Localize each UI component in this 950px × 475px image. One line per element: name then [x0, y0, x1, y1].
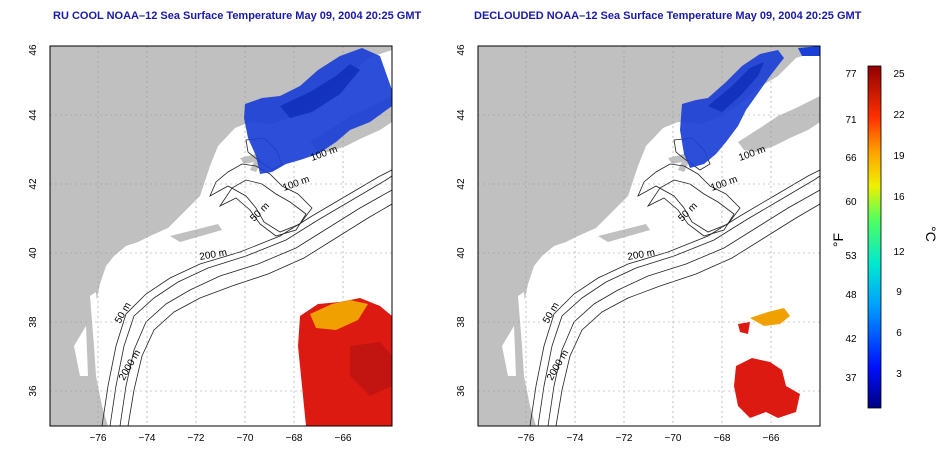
right-cold-water-region	[680, 50, 784, 168]
colorbar-c-tick: 16	[893, 192, 905, 203]
lat-tick: 38	[456, 316, 467, 328]
colorbar-f-tick: 60	[845, 197, 857, 208]
colorbar-c-tick: 25	[893, 69, 905, 80]
colorbar-f-tick: 66	[845, 153, 857, 164]
lat-tick: 40	[456, 247, 467, 259]
colorbar-c-tick: 12	[893, 247, 905, 258]
colorbar-f-tick: 37	[845, 373, 857, 384]
colorbar-f-tick: 77	[845, 69, 857, 80]
lat-tick: 42	[456, 178, 467, 190]
lon-tick: −66	[763, 433, 780, 444]
right-warm-water-region	[734, 358, 800, 418]
lat-tick: 40	[28, 247, 39, 259]
colorbar-c-tick: 9	[896, 287, 902, 298]
right-map-title: DECLOUDED NOAA–12 Sea Surface Temperatur…	[474, 10, 862, 22]
lon-tick: −74	[139, 433, 156, 444]
lon-tick: −72	[616, 433, 633, 444]
lon-tick: −76	[90, 433, 107, 444]
right-map: 100 m 100 m 50 m 200 m 50 m 2000 m −76 −…	[456, 44, 821, 444]
lon-tick: −74	[567, 433, 584, 444]
lon-tick: −70	[665, 433, 682, 444]
lat-tick: 38	[28, 316, 39, 328]
lat-tick: 36	[28, 385, 39, 397]
lon-tick: −76	[518, 433, 535, 444]
lon-tick: −70	[237, 433, 254, 444]
lat-tick: 42	[28, 178, 39, 190]
colorbar-celsius-label: °C	[923, 226, 939, 242]
lat-tick: 46	[28, 44, 39, 56]
lat-tick: 46	[456, 44, 467, 56]
colorbar-f-tick: 71	[845, 115, 857, 126]
left-map-title: RU COOL NOAA–12 Sea Surface Temperature …	[53, 10, 422, 22]
left-map: 100 m 100 m 50 m 200 m 50 m 2000 m −76 −…	[28, 44, 393, 444]
colorbar-f-tick: 53	[845, 251, 857, 262]
left-cold-water-region	[244, 48, 392, 174]
lon-tick: −68	[286, 433, 303, 444]
colorbar-f-tick: 48	[845, 290, 857, 301]
lat-tick: 44	[28, 109, 39, 121]
colorbar-gradient	[867, 65, 882, 409]
colorbar-c-tick: 6	[896, 328, 902, 339]
colorbar-c-tick: 3	[896, 369, 902, 380]
colorbar: 77 71 66 60 53 48 42 37 25 22 19 16 12 9…	[830, 65, 939, 409]
colorbar-c-tick: 19	[893, 151, 905, 162]
colorbar-c-tick: 22	[893, 110, 905, 121]
lat-tick: 36	[456, 385, 467, 397]
right-contour-label: 200 m	[627, 247, 656, 263]
lon-tick: −68	[714, 433, 731, 444]
lon-tick: −66	[335, 433, 352, 444]
colorbar-f-tick: 42	[845, 334, 857, 345]
lon-tick: −72	[188, 433, 205, 444]
colorbar-fahrenheit-label: °F	[830, 233, 846, 247]
lat-tick: 44	[456, 109, 467, 121]
left-contour-label: 200 m	[199, 247, 228, 263]
